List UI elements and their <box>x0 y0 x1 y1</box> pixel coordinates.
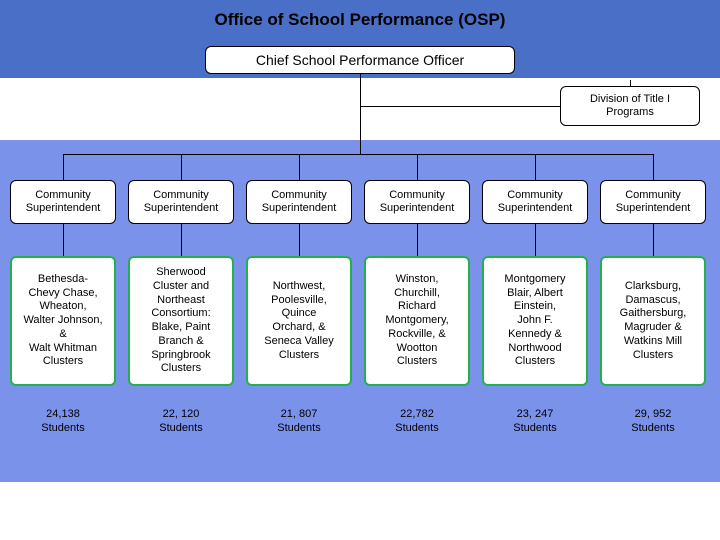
students-count: 22,782Students <box>364 408 470 436</box>
clusters-box: Winston,Churchill,RichardMontgomery,Rock… <box>364 256 470 386</box>
students-count: 24,138Students <box>10 408 116 436</box>
connector-line <box>299 154 300 180</box>
clusters-box: Northwest,Poolesville,QuinceOrchard, &Se… <box>246 256 352 386</box>
connector-line <box>63 224 64 256</box>
community-superintendent-box: Community Superintendent <box>128 180 234 224</box>
connector-line <box>63 154 64 180</box>
community-superintendent-box: Community Superintendent <box>482 180 588 224</box>
connector-line <box>535 224 536 256</box>
clusters-box: MontgomeryBlair, AlbertEinstein,John F.K… <box>482 256 588 386</box>
title1-box: Division of Title I Programs <box>560 86 700 126</box>
community-superintendent-box: Community Superintendent <box>364 180 470 224</box>
community-superintendent-box: Community Superintendent <box>246 180 352 224</box>
org-chart-canvas: Office of School Performance (OSP) Chief… <box>0 0 720 540</box>
students-count: 23, 247Students <box>482 408 588 436</box>
community-superintendent-box: Community Superintendent <box>600 180 706 224</box>
students-count: 29, 952Students <box>600 408 706 436</box>
clusters-box: Clarksburg,Damascus,Gaithersburg,Magrude… <box>600 256 706 386</box>
students-count: 22, 120Students <box>128 408 234 436</box>
connector-line <box>417 224 418 256</box>
chief-officer-box: Chief School Performance Officer <box>205 46 515 74</box>
connector-line <box>181 154 182 180</box>
students-count: 21, 807Students <box>246 408 352 436</box>
community-superintendent-box: Community Superintendent <box>10 180 116 224</box>
clusters-box: Bethesda-Chevy Chase,Wheaton,Walter John… <box>10 256 116 386</box>
clusters-box: SherwoodCluster andNortheastConsortium:B… <box>128 256 234 386</box>
connector-line <box>535 154 536 180</box>
connector-line <box>299 224 300 256</box>
connector-line <box>360 74 361 154</box>
connector-line <box>417 154 418 180</box>
page-title: Office of School Performance (OSP) <box>0 10 720 30</box>
connector-line <box>653 154 654 180</box>
connector-bus <box>63 154 653 155</box>
connector-line <box>181 224 182 256</box>
connector-line <box>653 224 654 256</box>
